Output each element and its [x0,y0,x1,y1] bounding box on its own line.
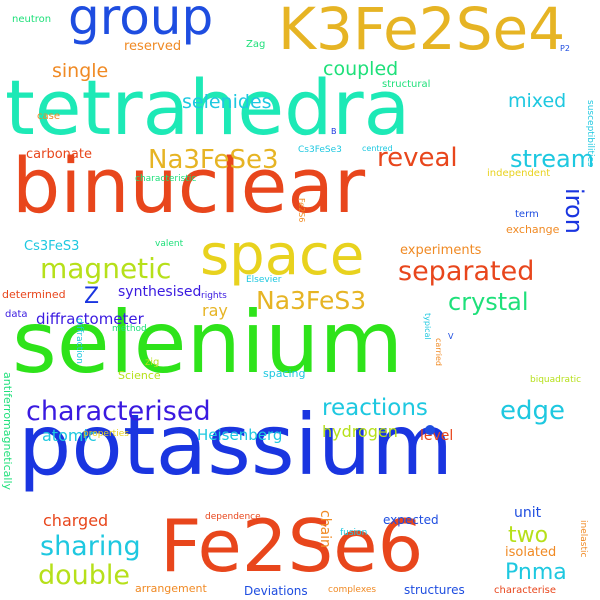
word-cs3fese3: Cs3FeSe3 [298,145,342,155]
word-science: Science [118,369,161,382]
word-zig: zig [145,357,160,368]
word-diffraction: diffraction [74,318,84,364]
word-group: group [68,0,214,46]
word-structures: structures [404,583,465,597]
word-p2: P2 [560,44,570,53]
word-potassium: potassium [18,396,454,494]
word-tetrahedra: tetrahedra [5,63,411,152]
word-binuclear: binuclear [12,141,366,230]
word-characterised: characterised [26,396,211,427]
word-rights: rights [201,291,227,301]
word-structural: structural [382,79,431,90]
word-synthesised: synthesised [118,284,202,300]
word-sharing: sharing [40,531,141,562]
word-antiferromagnetically: antiferromagnetically [1,372,14,491]
word-unit: unit [514,505,542,521]
word-deviations: Deviations [244,584,308,598]
word-pnma: Pnma [505,560,567,585]
word-carbonate: carbonate [26,147,92,162]
word-selenium: selenium [12,293,404,393]
word-expected: expected [383,513,439,527]
word-stream: stream [510,145,595,173]
word-reveal: reveal [377,143,458,173]
word-complexes: complexes [328,585,377,595]
word-fusion: fusion [340,528,368,538]
word-b: B [331,127,337,136]
word-biquadratic: biquadratic [530,375,582,385]
word-hydrogen: hydrogen [322,422,398,441]
word-mixed: mixed [508,90,567,112]
word-independent: independent [487,168,551,179]
word-na3fes3: Na3FeS3 [256,286,367,315]
word-method: method [112,324,147,334]
word-elsevier: Elsevier [246,275,282,285]
word-dependence: dependence [205,512,261,522]
word-arrangement: arrangement [135,582,207,595]
word-experiments: experiments [400,243,482,258]
word-carried: carried [434,338,443,366]
word-spacing: spacing [263,367,306,380]
word-separated: separated [398,256,535,287]
word-selenides: selenides [182,91,272,113]
word-zag: Zag [246,39,266,50]
word-two: two [508,523,549,548]
word-coupled: coupled [323,58,399,80]
word-atomic: atomic [42,426,97,445]
word-k3fe2se4: K3Fe2Se4 [278,0,566,63]
word-chain: chain [317,510,333,548]
word-iron: iron [560,188,588,234]
word-na3fese3: Na3FeSe3 [148,145,279,175]
word-ray: ray [202,301,228,320]
word-z: Z [84,284,100,309]
word-characterise: characterise [494,585,557,596]
word-magnetic: magnetic [40,252,172,285]
word-neutron: neutron [12,14,52,25]
dot-mark [425,425,435,435]
word-term: term [515,209,539,220]
word-susceptibilities: susceptibilities [585,100,595,167]
word-valent: valent [155,239,184,249]
word-reactions: reactions [322,395,428,421]
word-inelastic: inelastic [578,520,588,558]
word-cs3fes3: Cs3FeS3 [24,239,80,254]
word-fe2s6: Fe2S6 [297,198,306,223]
word-edge: edge [500,396,565,426]
word-isolated: isolated [505,545,557,560]
word-single: single [52,60,109,82]
word-fe2se6: Fe2Se6 [160,504,424,588]
word-reserved: reserved [124,39,182,54]
word-diffractometer: diffractometer [36,310,144,328]
word-charged: charged [43,511,109,530]
word-heisenberg: Heisenberg [197,426,283,444]
word-v: V [448,332,454,341]
word-properties: properties [83,429,129,439]
word-space: space [200,223,365,288]
word-characteristic: characteristic [135,174,197,184]
word-case: case [37,111,60,122]
word-determined: determined [2,288,66,301]
word-double: double [38,560,131,591]
word-data: data [5,309,28,320]
word-crystal: crystal [448,288,529,316]
word-exchange: exchange [506,223,560,236]
word-typical: typical [423,313,432,340]
word-centred: centred [362,144,393,153]
